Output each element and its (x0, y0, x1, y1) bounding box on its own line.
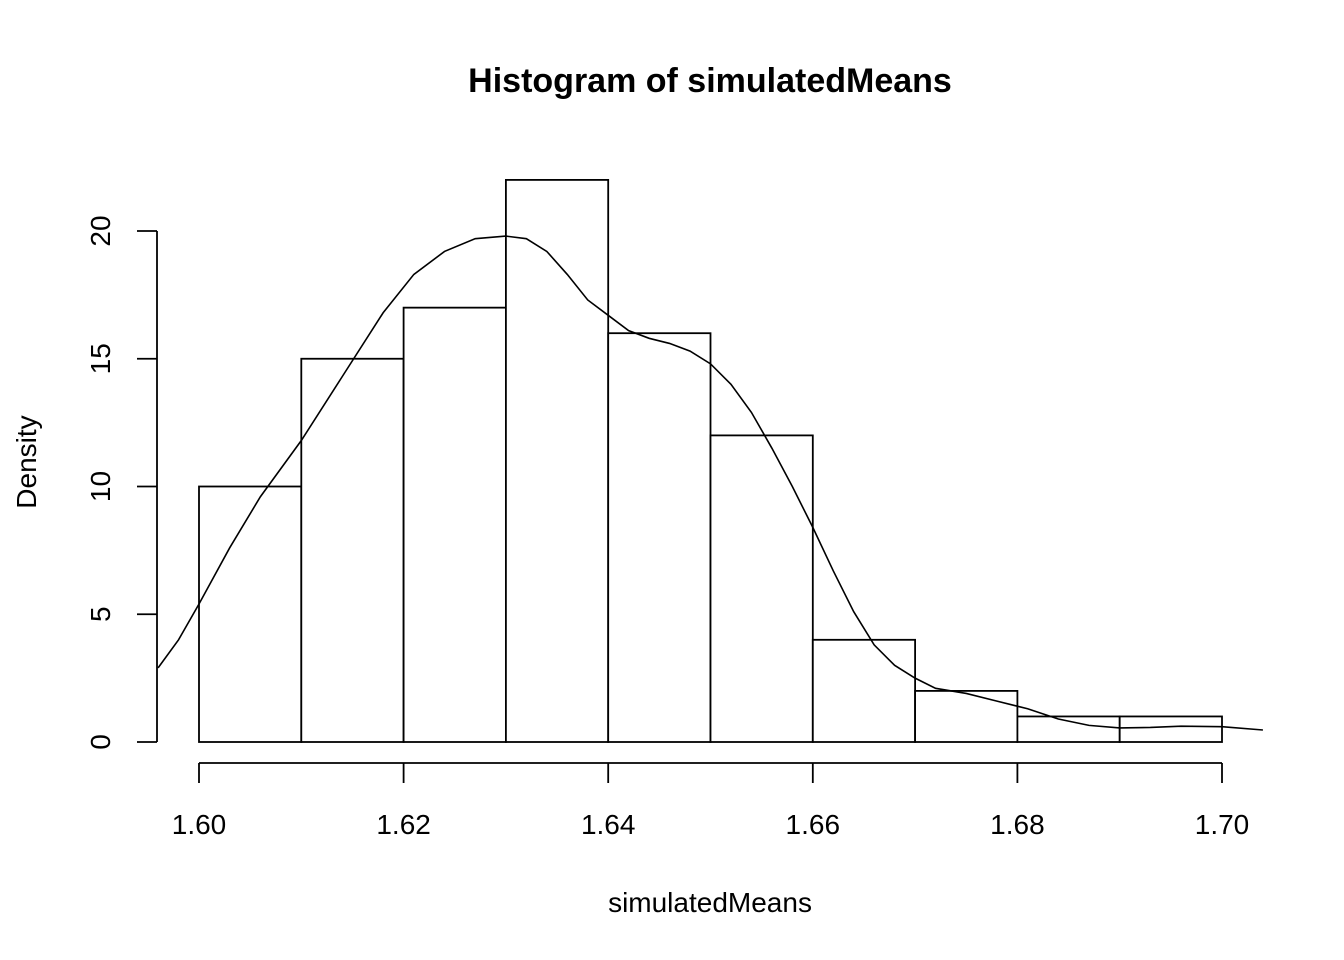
histogram-bar (709, 434, 814, 743)
y-tick-label: 20 (85, 215, 116, 246)
histogram-bar (300, 357, 405, 743)
histogram-bar (914, 690, 1019, 743)
histogram-bar (811, 638, 916, 743)
histogram-bar (1016, 715, 1121, 743)
x-axis-label: simulatedMeans (608, 887, 812, 918)
chart-title: Histogram of simulatedMeans (468, 62, 952, 100)
y-axis: 0 5 10 15 20 (85, 215, 158, 750)
x-tick-label: 1.62 (376, 809, 431, 840)
x-axis: 1.60 1.62 1.64 1.66 1.68 1.70 (172, 762, 1250, 840)
x-tick-label: 1.70 (1195, 809, 1250, 840)
density-curve (157, 235, 1263, 731)
histogram-bar (198, 485, 303, 743)
histogram-bar (504, 178, 610, 743)
x-tick-label: 1.64 (581, 809, 636, 840)
histogram-bar (607, 332, 712, 743)
y-tick-label: 15 (85, 343, 116, 374)
x-tick-label: 1.68 (990, 809, 1045, 840)
y-axis-label: Density (11, 415, 42, 508)
y-tick-label: 5 (85, 606, 116, 622)
x-tick-label: 1.60 (172, 809, 227, 840)
x-tick-label: 1.66 (786, 809, 841, 840)
histogram-bars (198, 178, 1223, 743)
histogram-bar (402, 306, 507, 743)
y-tick-label: 10 (85, 471, 116, 502)
y-tick-label: 0 (85, 734, 116, 750)
histogram-bar (1118, 715, 1223, 743)
